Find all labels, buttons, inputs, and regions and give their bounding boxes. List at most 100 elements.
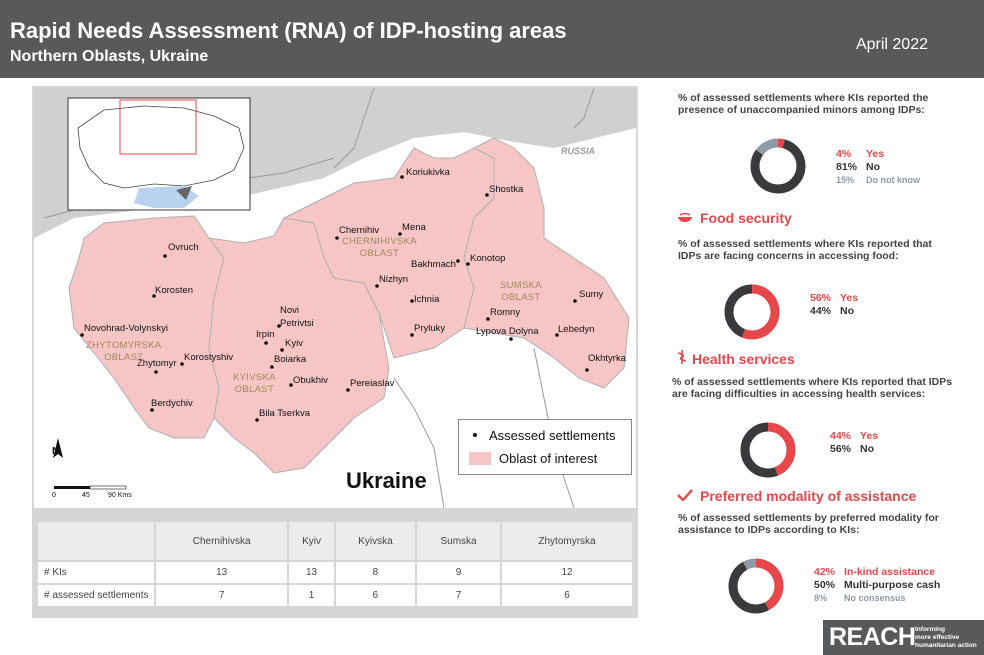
scale-label-90: 90 Kms	[108, 492, 132, 499]
legend-oblast: Oblast of interest	[469, 451, 597, 466]
settlement-dots	[80, 175, 589, 422]
food-bowl-icon	[676, 210, 694, 226]
settlement-label: Ovruch	[168, 242, 199, 253]
table-cell: 7	[153, 583, 290, 608]
modality-legend-no-consensus: 8% No consensus	[814, 593, 906, 603]
minors-legend-no: 81% No	[836, 161, 880, 173]
modality-legend-inkind: 42% In-kind assistance	[814, 566, 936, 578]
food-donut	[724, 284, 780, 340]
health-question: % of assessed settlements where KIs repo…	[672, 376, 953, 400]
settlement-label: Mena	[402, 222, 426, 233]
settlement-label: Pryluky	[414, 323, 446, 334]
scale-label-45: 45	[82, 492, 90, 499]
settlement-label: Pereiaslav	[350, 378, 395, 389]
settlement-label: Berdychiv	[151, 398, 193, 409]
map-legend: Assessed settlements Oblast of interest	[458, 419, 632, 475]
settlement-label: Konotop	[470, 253, 506, 264]
settlement-label: Korostyshiv	[184, 352, 234, 363]
scale-label-0: 0	[52, 492, 56, 499]
table-cell: 1	[287, 583, 336, 608]
minors-donut-slice-2	[750, 138, 806, 194]
table-cell: 13	[287, 560, 336, 585]
settlement-label: Shostka	[489, 184, 524, 195]
minors-legend-dont-know: 15% Do not know	[836, 175, 920, 185]
checkmark-icon	[676, 488, 694, 504]
settlement-label: Lebedyn	[558, 324, 595, 335]
table-col-header: Zhytomyrska	[500, 520, 634, 562]
health-legend: 44% Yes 56% No	[830, 430, 878, 456]
table-cell: 6	[500, 583, 634, 608]
health-donut-slice-1	[740, 422, 796, 478]
settlement-label: Koriukivka	[406, 167, 450, 178]
country-label: Ukraine	[346, 468, 427, 493]
indicators-panel: % of assessed settlements where KIs repo…	[650, 78, 984, 655]
table-cell: 13	[153, 560, 290, 585]
summary-table: Chernihivska Kyiv Kyivska Sumska Zhytomy…	[36, 520, 634, 608]
settlement-label: Okhtyrka	[588, 353, 627, 364]
health-caduceus-icon	[676, 350, 688, 367]
settlement-label: Bila Tserkva	[259, 408, 311, 419]
table-col-header: Sumska	[415, 520, 502, 562]
food-security-heading: Food security	[676, 210, 792, 226]
table-col-header: Kyiv	[287, 520, 336, 562]
minors-legend-yes: 4% Yes	[836, 148, 885, 160]
modality-heading: Preferred modality of assistance	[676, 488, 916, 504]
health-donut	[740, 422, 796, 478]
minors-question: % of assessed settlements where KIs repo…	[678, 92, 929, 116]
settlement-label: Irpin	[256, 329, 275, 340]
page-title: Rapid Needs Assessment (RNA) of IDP-host…	[10, 18, 567, 43]
settlement-dot-swatch	[473, 433, 477, 437]
table-cell: 9	[415, 560, 502, 585]
health-legend-yes: 44% Yes	[830, 430, 879, 442]
table-cell: 12	[500, 560, 634, 585]
settlement-label: Nizhyn	[379, 274, 409, 285]
map-graphic	[34, 88, 636, 508]
oblast-sumska	[463, 137, 630, 389]
map-panel: RUSSIA CHERNIHIVSKA OBLAST SUMSKA OBLAST Z…	[32, 86, 638, 618]
settlement-label: Novi Petrivtsi	[280, 305, 314, 329]
modality-donut-slice-1	[728, 558, 784, 614]
modality-donut	[728, 558, 784, 614]
neighbor-label: RUSSIA	[561, 146, 596, 156]
settlement-label: Chernihiv	[339, 225, 380, 236]
settlement-label: Sumy	[579, 289, 604, 300]
table-header-row: Chernihivska Kyiv Kyivska Sumska Zhytomy…	[36, 520, 634, 562]
minors-legend: 4% Yes 81% No 15% Do not know	[836, 148, 920, 187]
oblast-swatch	[469, 452, 491, 465]
table-row: # assessed settlements 7 1 6 7 6	[36, 583, 634, 608]
settlement-label: Zhytomyr	[137, 358, 177, 369]
header-banner: Rapid Needs Assessment (RNA) of IDP-host…	[0, 0, 984, 78]
modality-question: % of assessed settlements by preferred m…	[678, 512, 939, 536]
reach-tagline: Informing more effective humanitarian ac…	[915, 626, 977, 649]
settlement-label: Kyiv	[285, 338, 303, 349]
oblast-label-chernihivska: CHERNIHIVSKA OBLAST	[342, 236, 417, 259]
map: RUSSIA CHERNIHIVSKA OBLAST SUMSKA OBLAST Z…	[34, 88, 636, 508]
food-donut-slice-1	[724, 284, 780, 340]
minors-donut-slice-1	[750, 138, 806, 194]
settlement-label: Bakhmach	[411, 259, 456, 270]
food-question: % of assessed settlements where KIs repo…	[678, 238, 932, 262]
food-legend-yes: 56% Yes	[810, 292, 859, 304]
table-row: # KIs 13 13 8 9 12	[36, 560, 634, 585]
settlement-label: Romny	[490, 307, 521, 318]
settlement-label: Obukhiv	[293, 375, 328, 386]
table-cell: 7	[415, 583, 502, 608]
health-legend-no: 56% No	[830, 443, 874, 455]
reach-wordmark: REACH	[829, 623, 916, 651]
legend-settlements: Assessed settlements	[469, 428, 615, 443]
table-cell: 6	[333, 583, 418, 608]
minors-donut	[750, 138, 806, 194]
settlement-label: Boiarka	[274, 354, 307, 365]
oblast-zhytomyrska	[68, 215, 225, 439]
food-legend: 56% Yes 44% No	[810, 292, 858, 318]
table-corner	[36, 520, 156, 562]
table-row-label: # KIs	[36, 560, 156, 585]
settlement-label: Ichnia	[414, 294, 440, 305]
settlement-label: Novohrad-Volynskyi	[84, 323, 168, 334]
table-col-header: Kyivska	[333, 520, 418, 562]
modality-legend: 42% In-kind assistance 50% Multi-purpose c…	[814, 566, 940, 605]
page-subtitle: Northern Oblasts, Ukraine	[10, 48, 209, 65]
food-legend-no: 44% No	[810, 305, 854, 317]
settlement-label: Lypova Dolyna	[476, 326, 539, 337]
modality-donut-slice-2	[728, 558, 784, 614]
